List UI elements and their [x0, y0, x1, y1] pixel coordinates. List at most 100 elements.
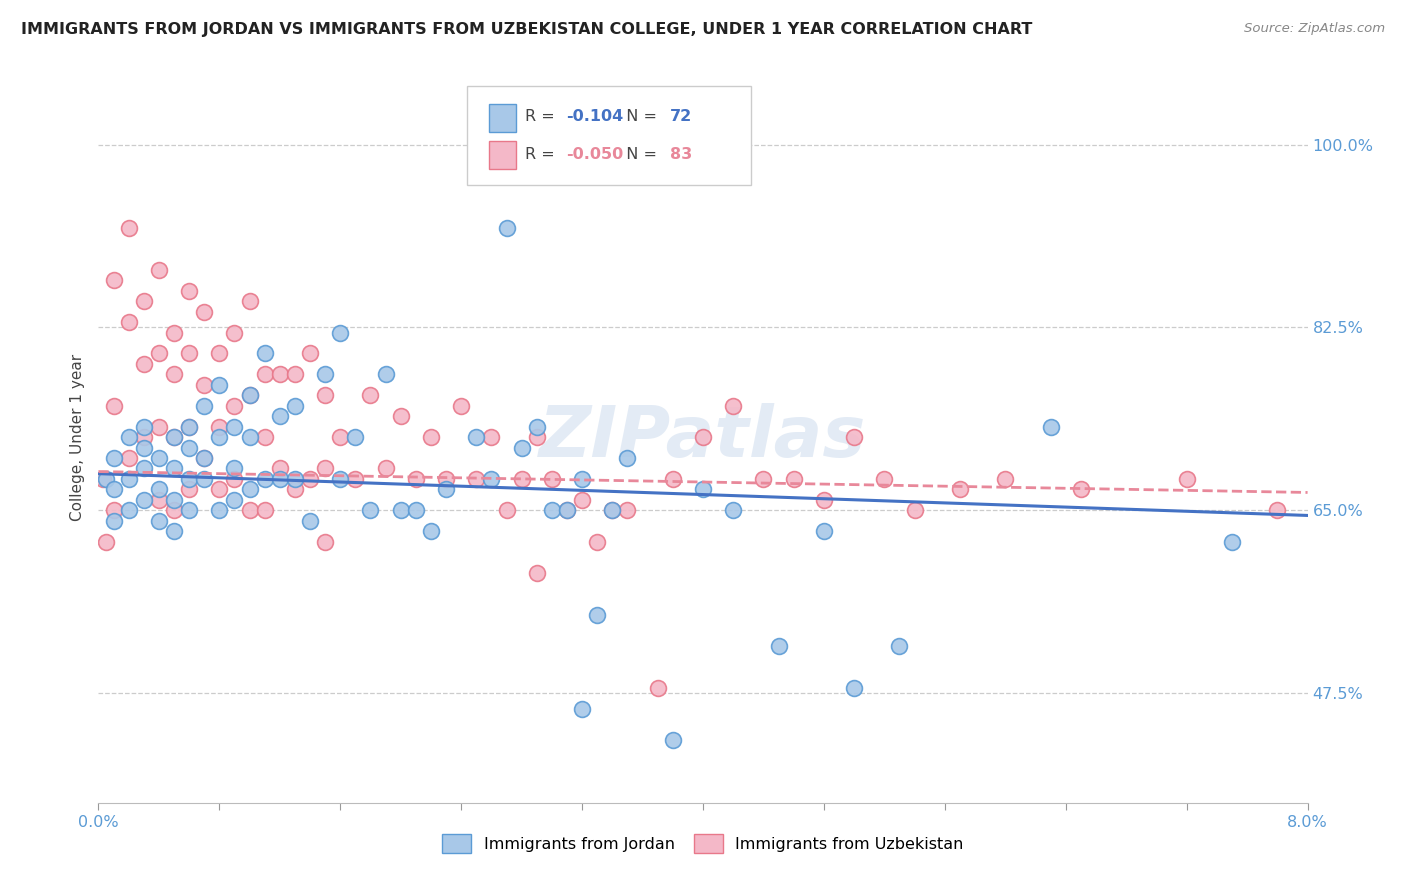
Point	[602, 503, 624, 517]
Point	[586, 534, 609, 549]
Point	[193, 377, 215, 392]
Point	[132, 357, 155, 371]
Point	[465, 430, 488, 444]
Point	[661, 472, 683, 486]
Point	[224, 472, 246, 486]
Point	[253, 430, 276, 444]
Text: IMMIGRANTS FROM JORDAN VS IMMIGRANTS FROM UZBEKISTAN COLLEGE, UNDER 1 YEAR CORRE: IMMIGRANTS FROM JORDAN VS IMMIGRANTS FRO…	[21, 22, 1032, 37]
Point	[163, 430, 186, 444]
Text: -0.050: -0.050	[567, 146, 624, 161]
Point	[193, 472, 215, 486]
Point	[193, 450, 215, 465]
Point	[179, 503, 201, 517]
Point	[118, 472, 141, 486]
Point	[208, 503, 231, 517]
Point	[434, 483, 457, 497]
Point	[299, 514, 322, 528]
Point	[752, 472, 775, 486]
Point	[224, 492, 246, 507]
Point	[193, 450, 215, 465]
Point	[420, 430, 443, 444]
Point	[904, 503, 927, 517]
Point	[1220, 534, 1243, 549]
Point	[329, 472, 352, 486]
Point	[179, 284, 201, 298]
Point	[118, 430, 141, 444]
Point	[132, 492, 155, 507]
Point	[526, 566, 548, 580]
Point	[420, 524, 443, 538]
Point	[163, 326, 186, 340]
Point	[148, 419, 170, 434]
Point	[314, 534, 336, 549]
Point	[269, 461, 291, 475]
Point	[239, 483, 262, 497]
Y-axis label: College, Under 1 year: College, Under 1 year	[69, 353, 84, 521]
Point	[208, 346, 231, 360]
Point	[179, 441, 201, 455]
Point	[284, 399, 307, 413]
Point	[723, 399, 745, 413]
Point	[239, 388, 262, 402]
Text: Source: ZipAtlas.com: Source: ZipAtlas.com	[1244, 22, 1385, 36]
Point	[208, 483, 231, 497]
Point	[239, 294, 262, 309]
Point	[148, 514, 170, 528]
Point	[389, 503, 412, 517]
Point	[844, 681, 866, 695]
Point	[526, 430, 548, 444]
FancyBboxPatch shape	[489, 104, 516, 132]
Point	[602, 503, 624, 517]
Point	[132, 294, 155, 309]
Point	[434, 472, 457, 486]
Point	[179, 419, 201, 434]
Point	[132, 430, 155, 444]
Point	[555, 503, 578, 517]
Point	[148, 492, 170, 507]
Point	[510, 441, 533, 455]
Point	[179, 483, 201, 497]
Point	[510, 472, 533, 486]
Point	[224, 461, 246, 475]
FancyBboxPatch shape	[467, 86, 751, 185]
Point	[481, 472, 503, 486]
Point	[586, 607, 609, 622]
Point	[284, 483, 307, 497]
Point	[616, 503, 638, 517]
Point	[118, 315, 141, 329]
Point	[360, 388, 382, 402]
Point	[253, 472, 276, 486]
Point	[103, 450, 125, 465]
Point	[148, 483, 170, 497]
Point	[344, 430, 367, 444]
Point	[208, 430, 231, 444]
Point	[723, 503, 745, 517]
Point	[873, 472, 896, 486]
Legend: Immigrants from Jordan, Immigrants from Uzbekistan: Immigrants from Jordan, Immigrants from …	[434, 826, 972, 861]
Point	[132, 441, 155, 455]
Point	[208, 419, 231, 434]
Point	[269, 368, 291, 382]
Text: R =: R =	[526, 146, 560, 161]
Point	[661, 733, 683, 747]
Point	[405, 503, 427, 517]
Point	[163, 461, 186, 475]
Point	[208, 377, 231, 392]
Point	[118, 221, 141, 235]
Point	[692, 430, 714, 444]
Point	[329, 326, 352, 340]
Point	[949, 483, 972, 497]
Point	[389, 409, 412, 424]
Point	[889, 639, 911, 653]
Point	[314, 388, 336, 402]
Point	[132, 461, 155, 475]
Point	[103, 483, 125, 497]
Point	[555, 503, 578, 517]
Point	[239, 388, 262, 402]
Point	[481, 430, 503, 444]
Point	[224, 419, 246, 434]
Point	[813, 492, 835, 507]
Point	[224, 326, 246, 340]
Point	[299, 472, 322, 486]
Point	[344, 472, 367, 486]
